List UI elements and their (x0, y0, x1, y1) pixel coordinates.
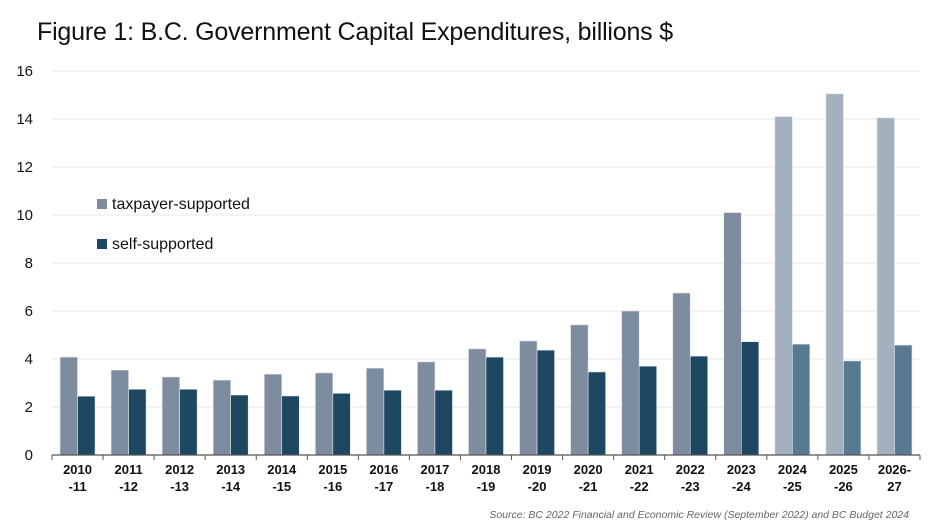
bar-self-supported (332, 393, 351, 456)
x-tick-label: 2025 (829, 462, 858, 477)
x-tick-label: 2015 (318, 462, 347, 477)
x-axis: 2010 -11 2011 -12 2012 -13 2013 -14 2014 -15 2015 -… (51, 454, 921, 494)
x-tick-label: -21 (579, 479, 598, 494)
x-tick-label: 2016 (369, 462, 398, 477)
bar-taxpayer-supported (59, 356, 78, 456)
y-tick-label: 10 (16, 207, 33, 224)
bar-taxpayer-supported (110, 369, 129, 456)
bar-self-supported (536, 349, 555, 456)
x-tick-label: 2023 (727, 462, 756, 477)
x-tick-label: 2017 (420, 462, 449, 477)
x-tick-label: 2018 (472, 462, 501, 477)
x-tick-label: 2011 (114, 462, 142, 477)
x-tick-label: -13 (170, 479, 189, 494)
bar-taxpayer-supported (621, 310, 640, 456)
x-tick-label: -17 (374, 479, 393, 494)
bar-taxpayer-supported (263, 373, 283, 456)
bar-taxpayer-supported (876, 117, 895, 456)
legend-swatch-taxpayer-supported (97, 199, 107, 209)
x-tick-label: 2020 (574, 462, 603, 477)
bar-self-supported (434, 389, 453, 456)
x-tick-label: 2019 (523, 462, 552, 477)
bar-self-supported (128, 388, 147, 456)
x-tick-label: -16 (323, 479, 342, 494)
bar-taxpayer-supported (161, 376, 180, 456)
x-tick-label: 2026- (878, 462, 911, 477)
y-tick-label: 16 (16, 63, 33, 80)
bar-self-supported (843, 360, 862, 456)
x-tick-label: 2014 (267, 462, 297, 477)
x-tick-label: 2024 (778, 462, 808, 477)
bar-self-supported (281, 395, 300, 456)
y-tick-label: 0 (25, 447, 33, 464)
x-tick-label: 2021 (625, 462, 654, 477)
bar-taxpayer-supported (774, 116, 793, 456)
bar-taxpayer-supported (825, 93, 844, 456)
bar-taxpayer-supported (468, 348, 487, 456)
x-tick-label: -24 (732, 479, 752, 494)
bar-self-supported (894, 344, 913, 456)
y-tick-label: 2 (25, 399, 33, 416)
x-tick-label: -20 (528, 479, 547, 494)
x-tick-label: -26 (834, 479, 853, 494)
bar-self-supported (792, 343, 811, 456)
x-tick-label: -12 (119, 479, 138, 494)
y-tick-label: 8 (25, 255, 33, 272)
bars (59, 93, 913, 456)
x-tick-label: 2012 (165, 462, 194, 477)
y-tick-label: 14 (16, 111, 33, 128)
bar-self-supported (689, 355, 709, 456)
bar-taxpayer-supported (672, 292, 691, 456)
x-tick-label: 2010 (63, 462, 92, 477)
bar-taxpayer-supported (417, 361, 436, 456)
x-tick-label: -19 (477, 479, 496, 494)
bar-self-supported (383, 389, 402, 456)
x-tick-label: -23 (681, 479, 700, 494)
bar-self-supported (740, 341, 760, 456)
legend-swatch-self-supported (97, 239, 107, 249)
source-note: Source: BC 2022 Financial and Economic R… (489, 509, 909, 521)
bar-self-supported (638, 365, 657, 456)
x-tick-label: 2022 (676, 462, 705, 477)
legend-label-self-supported: self-supported (112, 236, 213, 253)
bar-taxpayer-supported (212, 379, 232, 456)
y-tick-label: 4 (25, 351, 33, 368)
bar-self-supported (77, 395, 96, 456)
bar-taxpayer-supported (519, 340, 538, 456)
bar-taxpayer-supported (723, 212, 742, 456)
x-tick-label: -25 (783, 479, 802, 494)
bar-taxpayer-supported (315, 372, 334, 456)
chart-title: Figure 1: B.C. Government Capital Expend… (37, 18, 673, 46)
bar-self-supported (179, 388, 198, 456)
legend: taxpayer-supported self-supported (97, 196, 250, 253)
bar-taxpayer-supported (570, 324, 589, 456)
bar-self-supported (485, 356, 504, 456)
bar-self-supported (230, 394, 249, 456)
x-tick-label: -15 (272, 479, 291, 494)
x-tick-label: -11 (68, 479, 86, 494)
x-tick-label: -14 (221, 479, 241, 494)
x-tick-label: -22 (630, 479, 649, 494)
y-tick-label: 6 (25, 303, 33, 320)
x-tick-label: 2013 (216, 462, 245, 477)
y-tick-label: 12 (16, 159, 33, 176)
x-tick-label: -18 (426, 479, 445, 494)
y-axis-ticks: 0 2 4 6 8 10 12 14 16 (16, 63, 33, 464)
legend-label-taxpayer-supported: taxpayer-supported (112, 196, 250, 213)
bar-self-supported (587, 371, 606, 456)
bar-taxpayer-supported (366, 367, 385, 456)
x-tick-label: 27 (887, 479, 901, 494)
